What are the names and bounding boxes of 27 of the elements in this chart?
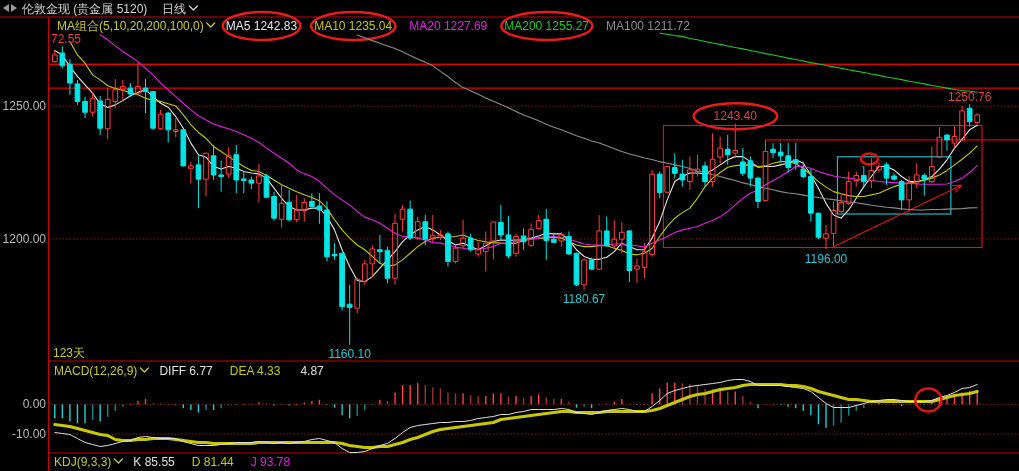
chart-title: MACD(12,26,9) — [54, 364, 138, 378]
text: DIFF 6.77 — [159, 364, 214, 378]
text: MA10 1235.04 — [314, 19, 393, 33]
text: MA100 1211.72 — [606, 19, 691, 33]
y-tick-label: -10.00 — [11, 427, 47, 442]
annotation: 1196.00 — [804, 251, 848, 266]
annotation: 72.55 — [51, 31, 82, 46]
y-tick-label: 1200.00 — [2, 231, 47, 246]
text: J 93.78 — [250, 455, 291, 469]
annotation: 4.87 — [300, 364, 325, 378]
text: MA5 1242.83 — [225, 19, 298, 33]
annotation: 1250.76 — [947, 89, 992, 104]
text: DEA 4.33 — [229, 364, 281, 378]
chart-subtitle: 日线 — [162, 2, 187, 16]
text: MA20 1227.69 — [409, 19, 488, 33]
y-tick-label: 1250.00 — [2, 99, 47, 114]
text: MA200 1255.27 — [504, 19, 590, 33]
text: K 85.55 — [133, 455, 176, 469]
annotation: 1160.10 — [328, 346, 372, 361]
chart-title: 伦敦金现 (贵金属 5120) — [22, 2, 148, 16]
annotation: 123天 — [53, 346, 86, 360]
y-tick-label: 0.00 — [22, 397, 47, 412]
annotation: 1180.67 — [562, 292, 606, 307]
legend-title: MA组合(5,10,20,200,100,0) — [57, 19, 204, 33]
annotation: 1243.40 — [713, 109, 758, 124]
text: D 81.44 — [191, 455, 235, 469]
text: KDJ(9,3,3) — [54, 455, 112, 469]
